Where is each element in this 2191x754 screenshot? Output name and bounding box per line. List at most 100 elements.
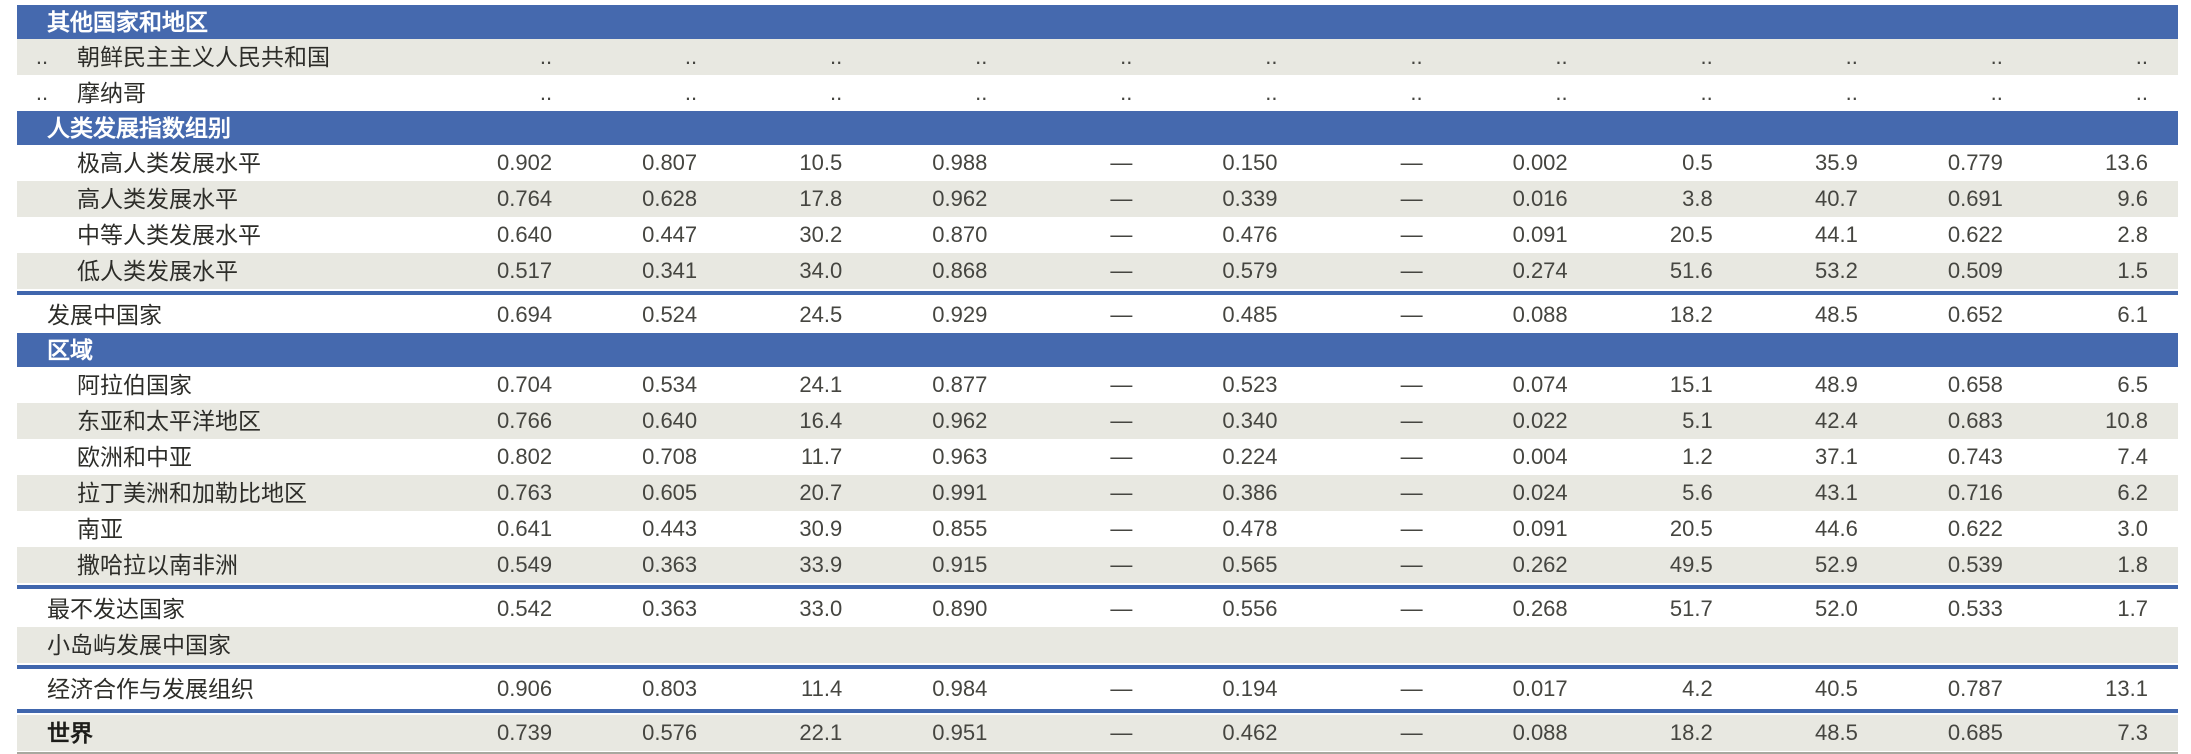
value-cell: .. (830, 80, 843, 105)
value-cell: 0.902 (497, 150, 553, 175)
value-cell (727, 627, 872, 663)
row-label: 阿拉伯国家 (77, 372, 192, 398)
value-cell: 0.224 (1222, 444, 1278, 469)
value-cell: 0.685 (1947, 720, 2003, 745)
separator-line (17, 585, 2178, 589)
table-row: 极高人类发展水平 0.902 0.807 10.5 0.988 — 0.150 — 0.002… (17, 145, 2178, 181)
value-cell: 0.640 (642, 408, 698, 433)
row-label: 拉丁美洲和加勒比地区 (77, 480, 307, 506)
value-cell: 0.523 (1222, 372, 1278, 397)
value-cell: 0.802 (497, 444, 553, 469)
value-cell: 0.763 (497, 480, 553, 505)
value-cell: .. (1120, 80, 1133, 105)
value-cell: 0.622 (1947, 222, 2003, 247)
table-row: 最不发达国家 0.542 0.363 33.0 0.890 — 0.556 — 0.268 51… (17, 591, 2178, 627)
value-cell: 0.262 (1512, 552, 1568, 577)
table-row: 中等人类发展水平 0.640 0.447 30.2 0.870 — 0.476 — 0.091… (17, 217, 2178, 253)
value-cell: 1.5 (2117, 258, 2148, 283)
value-cell: 10.8 (2105, 408, 2148, 433)
value-cell: 0.004 (1512, 444, 1568, 469)
value-cell: 52.0 (1815, 596, 1858, 621)
value-cell: 0.534 (642, 372, 698, 397)
value-cell: .. (830, 44, 843, 69)
value-cell: 0.579 (1222, 258, 1278, 283)
value-cell: .. (684, 80, 698, 105)
value-cell: 0.022 (1512, 408, 1568, 433)
value-cell: 0.962 (932, 186, 988, 211)
value-cell: 0.779 (1947, 150, 2003, 175)
value-cell: 0.386 (1222, 480, 1278, 505)
value-cell: 0.963 (932, 444, 988, 469)
value-cell: 0.694 (497, 302, 553, 327)
value-cell: 0.739 (497, 720, 553, 745)
value-cell: 30.9 (799, 516, 843, 541)
row-label: 摩纳哥 (77, 80, 146, 106)
value-cell: 0.443 (642, 516, 698, 541)
value-cell: 0.539 (1947, 552, 2003, 577)
value-cell (2033, 627, 2178, 663)
row-label-cell: 极高人类发展水平 (17, 145, 437, 181)
value-cell: 0.906 (497, 676, 553, 701)
value-cell: .. (2135, 80, 2148, 105)
value-cell: — (1110, 480, 1133, 505)
value-cell: — (1110, 258, 1133, 283)
value-cell: 0.509 (1947, 258, 2003, 283)
table-row: 世界 0.739 0.576 22.1 0.951 — 0.462 — 0.088 18.2 48… (17, 715, 2178, 751)
value-cell: — (1110, 222, 1133, 247)
value-cell: 0.787 (1947, 676, 2003, 701)
value-cell: 18.2 (1669, 302, 1713, 327)
value-cell: 18.2 (1669, 720, 1713, 745)
row-label: 低人类发展水平 (77, 258, 238, 284)
value-cell: 0.984 (932, 676, 988, 701)
value-cell: 30.2 (799, 222, 843, 247)
value-cell: — (1400, 516, 1423, 541)
value-cell: .. (1990, 80, 2003, 105)
value-cell: .. (684, 44, 698, 69)
value-cell: 42.4 (1815, 408, 1858, 433)
value-cell (1598, 627, 1743, 663)
row-label-cell: .. 摩纳哥 (17, 75, 437, 111)
table-row: 发展中国家 0.694 0.524 24.5 0.929 — 0.485 — 0.088 18.… (17, 297, 2178, 333)
table-row: 拉丁美洲和加勒比地区 0.763 0.605 20.7 0.991 — 0.386 — 0.0… (17, 475, 2178, 511)
value-cell: 53.2 (1815, 258, 1858, 283)
value-cell (1888, 627, 2033, 663)
value-cell: .. (1120, 44, 1133, 69)
value-cell: — (1110, 516, 1133, 541)
value-cell: 0.683 (1947, 408, 2003, 433)
value-cell: .. (1410, 44, 1423, 69)
row-label: 东亚和太平洋地区 (77, 408, 261, 434)
value-cell: — (1400, 150, 1423, 175)
value-cell: 7.4 (2117, 444, 2148, 469)
row-label: 朝鲜民主主义人民共和国 (77, 44, 330, 70)
value-cell: — (1110, 676, 1133, 701)
value-cell: 0.565 (1222, 552, 1278, 577)
value-cell: 37.1 (1815, 444, 1858, 469)
section-band: 人类发展指数组别 (17, 111, 2178, 145)
value-cell: 0.929 (932, 302, 988, 327)
value-cell: 40.7 (1815, 186, 1858, 211)
value-cell: 49.5 (1669, 552, 1713, 577)
value-cell: 20.5 (1669, 222, 1713, 247)
separator-row (17, 583, 2178, 591)
value-cell: 5.1 (1682, 408, 1713, 433)
row-label: 撒哈拉以南非洲 (77, 552, 238, 578)
value-cell: 24.5 (799, 302, 843, 327)
separator-row (17, 663, 2178, 671)
value-cell: 48.9 (1815, 372, 1858, 397)
value-cell: 0.341 (642, 258, 698, 283)
value-cell: 0.641 (497, 516, 553, 541)
value-cell: — (1400, 222, 1423, 247)
hdi-table: 其他国家和地区 .. 朝鲜民主主义人民共和国 .................… (17, 5, 2178, 754)
row-label: 世界 (47, 720, 93, 746)
table-row: 阿拉伯国家 0.704 0.534 24.1 0.877 — 0.523 — 0.074 15.… (17, 367, 2178, 403)
value-cell: 33.9 (799, 552, 843, 577)
value-cell: 0.447 (642, 222, 698, 247)
value-cell: .. (1410, 80, 1423, 105)
row-label-cell: 发展中国家 (17, 297, 437, 333)
value-cell: 0.517 (497, 258, 553, 283)
value-cell: — (1110, 444, 1133, 469)
value-cell: 0.658 (1947, 372, 2003, 397)
value-cell: 17.8 (799, 186, 843, 211)
value-cell: 11.7 (801, 444, 843, 469)
value-cell: 0.268 (1512, 596, 1568, 621)
